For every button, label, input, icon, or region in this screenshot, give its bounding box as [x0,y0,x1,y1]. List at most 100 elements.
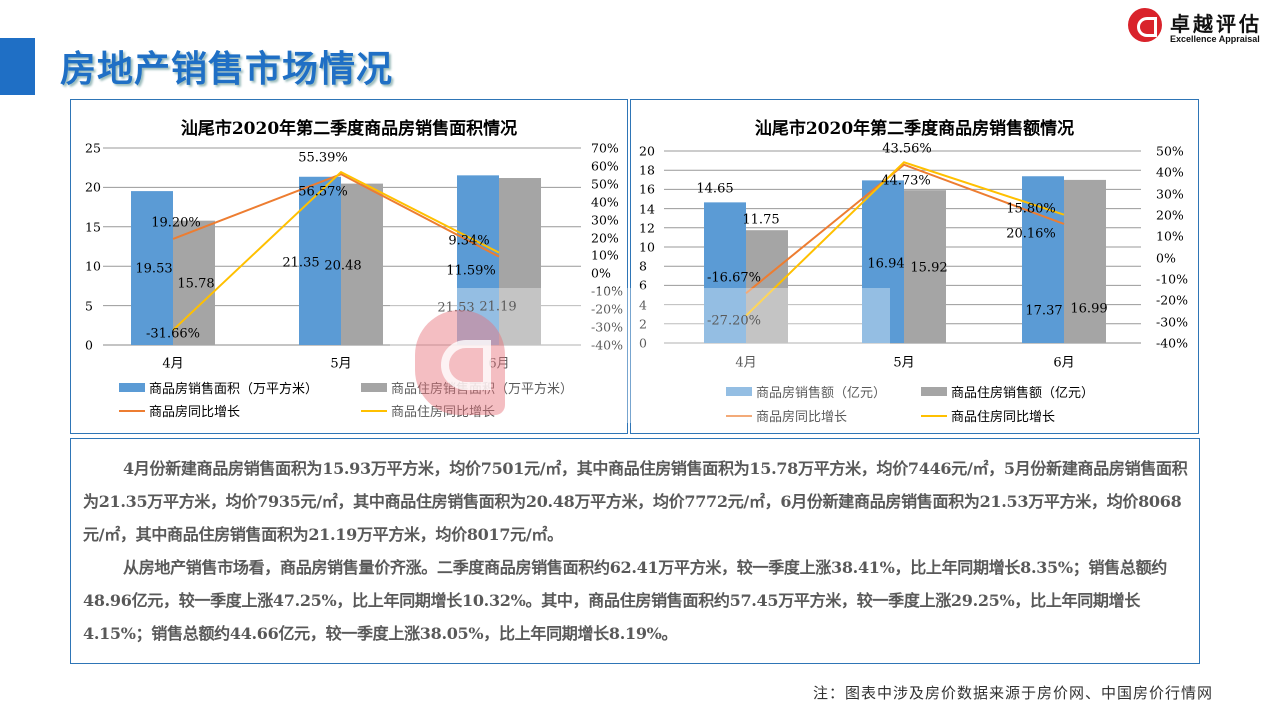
legend-item: 商品住房销售额（亿元） [921,382,1094,401]
legend-swatch [119,383,145,392]
data-label: 15.92 [910,260,948,276]
y2-tick-label: -20% [1156,292,1189,308]
bar [1064,179,1106,343]
data-label: 9.34% [448,233,490,249]
legend-label: 商品房同比增长 [149,405,241,420]
y-tick-label: 10 [639,239,655,255]
series-line [745,163,1065,295]
y2-tick-label: 60% [591,158,619,174]
y-tick-label: 0 [639,335,647,351]
y2-tick-label: -20% [591,301,624,317]
legend-item: 商品房销售面积（万平方米） [119,378,318,397]
y2-tick-label: 0% [1156,250,1176,266]
bar [862,180,904,343]
y-tick-label: 8 [639,258,647,274]
logo-en-text: Excellence Appraisal [1170,34,1260,44]
legend-label: 商品住房同比增长 [951,410,1056,425]
chart-plot [664,150,1141,344]
legend-swatch [726,387,752,396]
y-tick-label: 25 [85,140,101,156]
data-label: 55.39% [298,150,348,166]
legend-label: 商品房销售额（亿元） [756,386,887,401]
y-tick-label: 4 [639,297,647,313]
series-line [172,173,500,258]
data-label: 56.57% [298,184,348,200]
sales-area-chart: 汕尾市2020年第二季度商品房销售面积情况 0 5 10 15 20 25 -40% -30%… [70,99,628,434]
data-label: 15.80% [1006,201,1056,217]
legend-label: 商品住房同比增长 [391,405,496,420]
x-tick-label: 5月 [330,356,352,372]
y2-tick-label: 50% [1156,143,1184,159]
data-label: 11.75 [742,212,780,228]
y-tick-label: 18 [639,162,655,178]
legend-swatch [921,414,947,417]
chart-title: 汕尾市2020年第二季度商品房销售面积情况 [180,119,518,139]
bar [499,178,541,345]
y2-tick-label: 0% [591,265,611,281]
data-label: 19.20% [151,215,201,231]
data-label: 17.37 [1025,303,1063,319]
data-label: 20.48 [324,258,362,274]
x-tick-label: 4月 [162,356,184,372]
footnote: 注：图表中涉及房价数据来源于房价网、中国房价行情网 [812,684,1213,702]
x-tick-label: 5月 [893,355,915,371]
y2-tick-label: 30% [591,212,619,228]
y-tick-label: 2 [639,316,647,332]
legend-swatch [361,409,387,412]
bar [704,202,746,343]
legend-swatch [921,387,947,396]
logo-mark-icon [1128,8,1162,42]
data-label: 16.99 [1070,301,1108,317]
y-tick-label: 10 [85,258,101,274]
legend-swatch [726,414,752,417]
y-tick-label: 0 [85,337,93,353]
series-line [172,170,500,331]
paragraph-quarter-summary: 从房地产销售市场看，商品房销售量价齐涨。二季度商品房销售面积约62.41万平方米… [83,558,1167,643]
data-label: 11.59% [446,263,496,279]
y-tick-label: 20 [639,143,655,159]
y-tick-label: 20 [85,179,101,195]
data-label: 14.65 [696,181,734,197]
data-label: 15.78 [177,276,215,292]
company-logo: 卓越评估 Excellence Appraisal [1128,6,1273,46]
data-label: 21.19 [479,299,517,315]
x-tick-label: 4月 [735,355,757,371]
data-label: 44.73% [881,173,931,189]
bar [341,183,383,345]
y2-tick-label: -40% [1156,335,1189,351]
summary-text-box: 4月份新建商品房销售面积为15.93万平方米，均价7501元/㎡，其中商品住房销… [70,438,1200,664]
bar [904,190,946,343]
data-label: 21.35 [282,255,320,271]
y2-tick-label: 50% [591,176,619,192]
data-label: 43.56% [882,141,932,157]
y2-tick-label: 70% [591,140,619,156]
legend-swatch [361,383,387,392]
data-label: 16.94 [867,256,905,272]
x-tick-label: 6月 [488,356,510,372]
y2-tick-label: -30% [1156,314,1189,330]
y-tick-label: 5 [85,298,93,314]
legend-item: 商品房同比增长 [726,406,847,425]
sales-amount-chart: 汕尾市2020年第二季度商品房销售额情况 0 2 4 6 8 10 12 14 16 18 20 -4… [630,99,1199,434]
y2-tick-label: -30% [591,319,624,335]
legend-item: 商品住房同比增长 [921,406,1055,425]
page-title: 房地产销售市场情况 [60,49,394,90]
data-label: -27.20% [707,313,761,329]
data-label: -16.67% [707,270,761,286]
legend-label: 商品房同比增长 [756,410,848,425]
y2-tick-label: 30% [1156,186,1184,202]
y-tick-label: 6 [639,277,647,293]
y-tick-label: 16 [639,181,655,197]
y2-tick-label: -40% [591,337,624,353]
data-label: -31.66% [146,326,200,342]
paragraph-monthly-sales: 4月份新建商品房销售面积为15.93万平方米，均价7501元/㎡，其中商品住房销… [83,459,1188,544]
y-tick-label: 15 [85,219,101,235]
y2-tick-label: 40% [591,194,619,210]
bar [457,175,499,345]
legend-swatch [119,409,145,412]
y-tick-label: 14 [639,201,655,217]
y2-tick-label: 10% [1156,228,1184,244]
chart-title: 汕尾市2020年第二季度商品房销售额情况 [754,119,1075,139]
legend-item: 商品住房同比增长 [361,401,495,420]
bar [131,191,173,345]
